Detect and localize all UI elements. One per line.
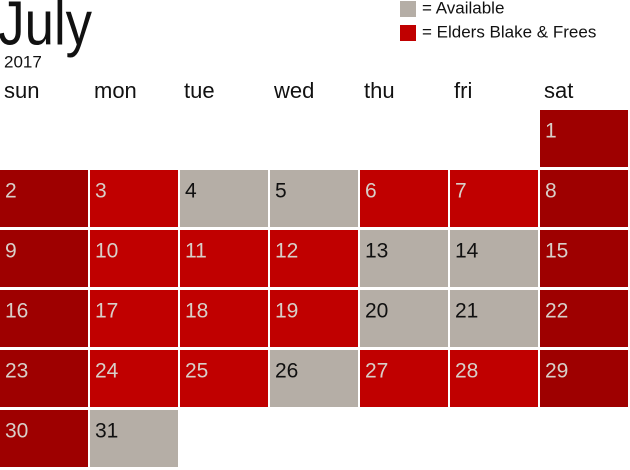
day-number: 20 [365,300,388,323]
day-cell [450,170,538,227]
legend-label: = Available [422,0,504,17]
day-number: 4 [185,180,197,203]
day-number: 18 [185,300,208,323]
weekday-label: wed [273,78,314,103]
day-number: 16 [5,300,28,323]
day-number: 23 [5,360,28,383]
day-number: 29 [545,360,568,383]
day-number: 13 [365,240,388,263]
day-cell [0,170,88,227]
day-number: 17 [95,300,118,323]
weekday-label: sat [544,78,573,103]
year: 2017 [4,52,42,71]
day-cell [180,170,268,227]
weekday-label: mon [94,78,137,103]
day-cell [270,290,358,347]
month-title: July [0,0,92,58]
day-number: 21 [455,300,478,323]
day-number: 7 [455,180,467,203]
day-number: 25 [185,360,208,383]
day-cell [450,290,538,347]
day-cell [540,290,628,347]
day-cell [90,170,178,227]
day-number: 2 [5,180,17,203]
day-cell [540,350,628,407]
day-cell [450,350,538,407]
day-cell [270,230,358,287]
day-cell [0,350,88,407]
day-number: 28 [455,360,478,383]
day-number: 19 [275,300,298,323]
day-number: 12 [275,240,298,263]
day-cell [270,170,358,227]
day-number: 30 [5,420,28,443]
day-number: 5 [275,180,287,203]
day-cell [540,170,628,227]
weekday-label: thu [364,78,395,103]
day-cell [360,170,448,227]
day-number: 6 [365,180,377,203]
day-number: 22 [545,300,568,323]
day-number: 3 [95,180,107,203]
legend-swatch [400,1,416,17]
day-number: 10 [95,240,118,263]
day-cell [360,350,448,407]
weekday-label: fri [454,78,472,103]
legend-swatch [400,25,416,41]
day-number: 27 [365,360,388,383]
day-cell [180,290,268,347]
day-number: 8 [545,180,557,203]
day-cell [360,290,448,347]
day-cell [90,410,178,467]
weekday-label: tue [184,78,215,103]
day-cell [0,230,88,287]
day-cell [0,290,88,347]
day-cell [540,230,628,287]
day-cell [180,350,268,407]
day-cell [0,410,88,467]
legend-label: = Elders Blake & Frees [422,22,596,41]
day-cell [360,230,448,287]
day-number: 31 [95,420,118,443]
day-cell [90,230,178,287]
day-cell [90,350,178,407]
weekday-label: sun [4,78,39,103]
day-cell [540,110,628,167]
day-cell [180,230,268,287]
day-cell [90,290,178,347]
day-number: 14 [455,240,479,263]
day-number: 9 [5,240,17,263]
day-number: 24 [95,360,119,383]
day-cell [450,230,538,287]
day-number: 11 [185,240,207,263]
day-cell [270,350,358,407]
day-number: 15 [545,240,568,263]
day-number: 26 [275,360,298,383]
day-number: 1 [545,120,557,143]
